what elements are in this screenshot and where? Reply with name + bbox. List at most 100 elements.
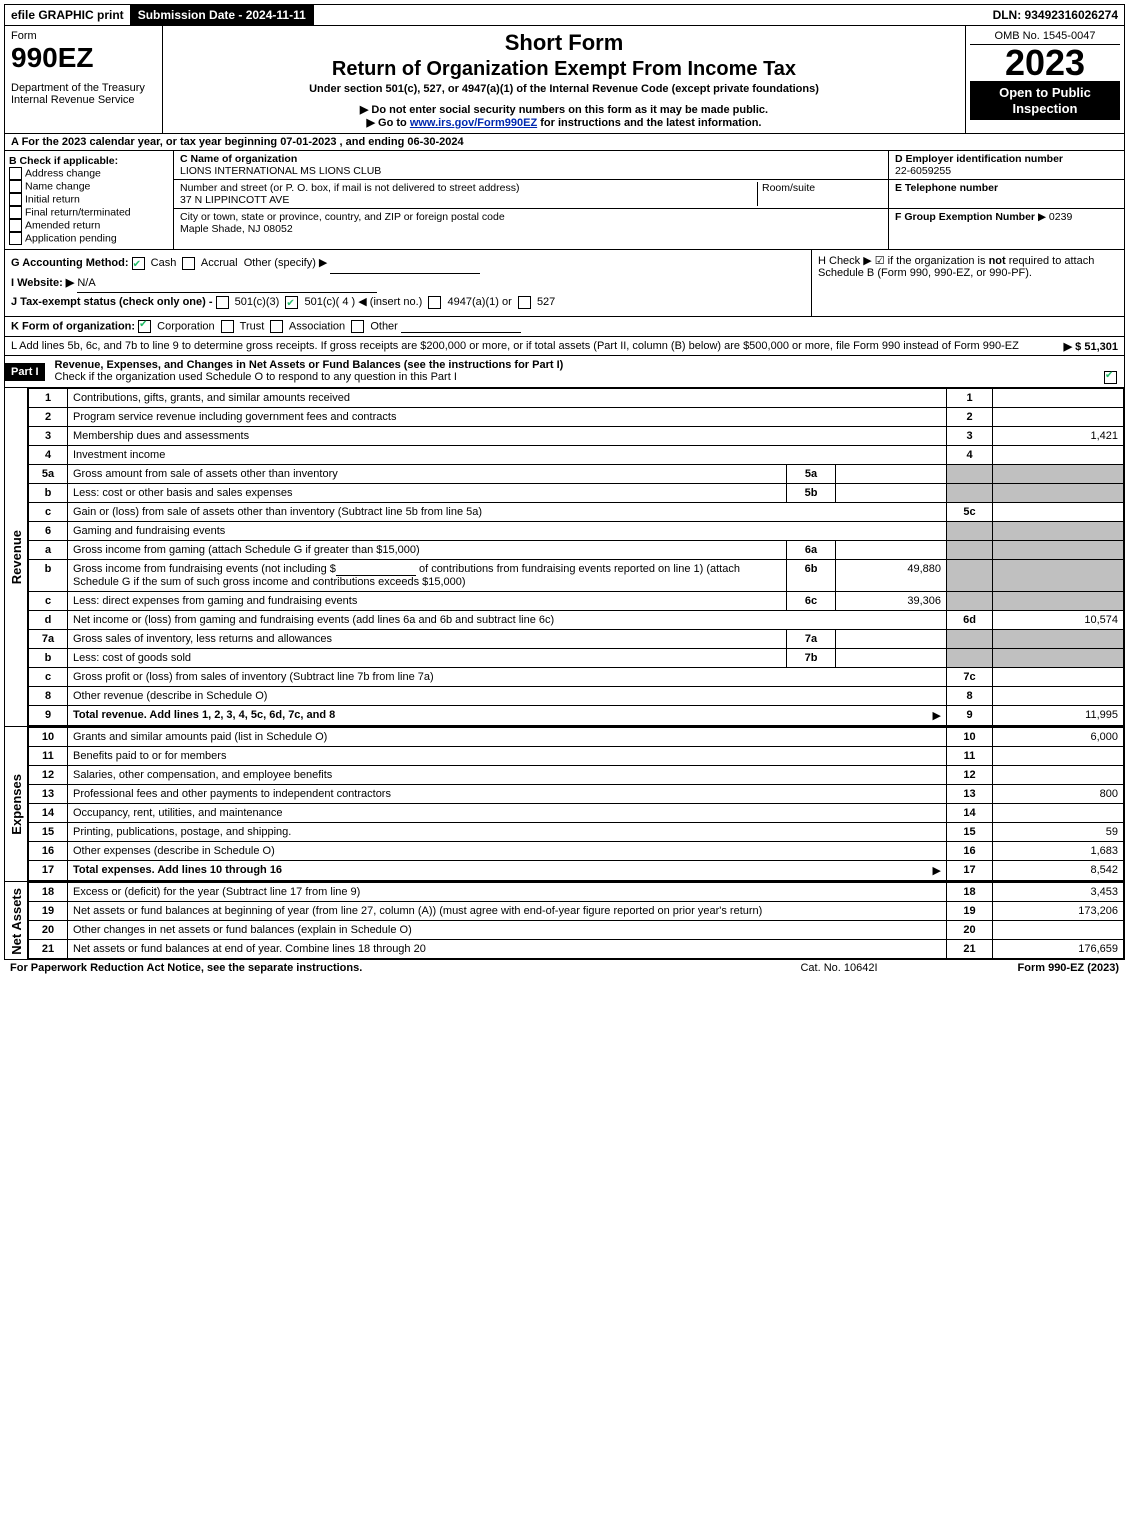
l7b-num: b <box>29 649 68 668</box>
l12-val <box>993 766 1124 785</box>
checkbox-amended-return[interactable] <box>9 219 22 232</box>
section-c: C Name of organization LIONS INTERNATION… <box>174 151 889 249</box>
l12-num: 12 <box>29 766 68 785</box>
l6-desc: Gaming and fundraising events <box>68 522 947 541</box>
checkbox-527[interactable] <box>518 296 531 309</box>
h-text: H Check ▶ ☑ if the organization is <box>818 255 989 267</box>
j-501c3: 501(c)(3) <box>235 296 280 308</box>
expenses-side-label-cell: Expenses <box>5 727 28 881</box>
checkbox-trust[interactable] <box>221 320 234 333</box>
l14-desc: Occupancy, rent, utilities, and maintena… <box>68 804 947 823</box>
tax-year: 2023 <box>970 45 1120 81</box>
l14-val <box>993 804 1124 823</box>
l5a-sv <box>836 465 947 484</box>
l16-desc: Other expenses (describe in Schedule O) <box>68 842 947 861</box>
l7b-grey <box>947 649 993 668</box>
checkbox-cash[interactable] <box>132 257 145 270</box>
l5b-desc: Less: cost or other basis and sales expe… <box>68 484 787 503</box>
dln-label: DLN: 93492316026274 <box>987 5 1124 25</box>
l13-rnum: 13 <box>947 785 993 804</box>
part1-check-text: Check if the organization used Schedule … <box>55 371 457 383</box>
l2-val <box>993 408 1124 427</box>
l-text: L Add lines 5b, 6c, and 7b to line 9 to … <box>11 340 1019 352</box>
section-l: L Add lines 5b, 6c, and 7b to line 9 to … <box>4 337 1125 356</box>
form-header: Form 990EZ Department of the Treasury In… <box>4 26 1125 134</box>
dept-line-2: Internal Revenue Service <box>11 94 156 106</box>
l6d-desc: Net income or (loss) from gaming and fun… <box>68 611 947 630</box>
l20-desc: Other changes in net assets or fund bala… <box>68 921 947 940</box>
checkbox-schedule-o[interactable] <box>1104 371 1117 384</box>
l5a-desc: Gross amount from sale of assets other t… <box>68 465 787 484</box>
netassets-side-label: Net Assets <box>7 886 26 957</box>
l13-desc: Professional fees and other payments to … <box>68 785 947 804</box>
l7b-desc: Less: cost of goods sold <box>68 649 787 668</box>
checkbox-application-pending[interactable] <box>9 232 22 245</box>
l21-rnum: 21 <box>947 940 993 959</box>
l17-desc-text: Total expenses. Add lines 10 through 16 <box>73 864 282 876</box>
l17-desc: Total expenses. Add lines 10 through 16 … <box>68 861 947 881</box>
l2-num: 2 <box>29 408 68 427</box>
efile-print-button[interactable]: efile GRAPHIC print <box>5 5 132 25</box>
expenses-section: Expenses 10Grants and similar amounts pa… <box>4 727 1125 882</box>
top-spacer <box>314 5 987 25</box>
l17-num: 17 <box>29 861 68 881</box>
l6b-desc: Gross income from fundraising events (no… <box>68 560 787 592</box>
l18-val: 3,453 <box>993 883 1124 902</box>
l13-val: 800 <box>993 785 1124 804</box>
checkbox-4947[interactable] <box>428 296 441 309</box>
l10-desc: Grants and similar amounts paid (list in… <box>68 728 947 747</box>
part1-heading: Revenue, Expenses, and Changes in Net As… <box>55 359 564 371</box>
form-number: 990EZ <box>11 42 156 74</box>
checkbox-initial-return[interactable] <box>9 193 22 206</box>
l2-desc: Program service revenue including govern… <box>68 408 947 427</box>
l6d-rnum: 6d <box>947 611 993 630</box>
l2-rnum: 2 <box>947 408 993 427</box>
bcdef-row: B Check if applicable: Address change Na… <box>4 151 1125 250</box>
l7a-num: 7a <box>29 630 68 649</box>
section-a: A For the 2023 calendar year, or tax yea… <box>4 134 1125 151</box>
l9-val: 11,995 <box>993 706 1124 726</box>
checkbox-501c3[interactable] <box>216 296 229 309</box>
checkbox-name-change[interactable] <box>9 180 22 193</box>
l16-rnum: 16 <box>947 842 993 861</box>
netassets-table: 18Excess or (deficit) for the year (Subt… <box>28 882 1124 959</box>
revenue-side-label-cell: Revenue <box>5 388 28 726</box>
g-other-blank[interactable] <box>330 254 480 274</box>
l19-num: 19 <box>29 902 68 921</box>
note-goto: ▶ Go to www.irs.gov/Form990EZ for instru… <box>169 116 959 129</box>
checkbox-501c[interactable] <box>285 296 298 309</box>
k-other-blank[interactable] <box>401 320 521 333</box>
checkbox-other-org[interactable] <box>351 320 364 333</box>
gh-row: G Accounting Method: Cash Accrual Other … <box>4 250 1125 317</box>
l12-desc: Salaries, other compensation, and employ… <box>68 766 947 785</box>
l5b-sv <box>836 484 947 503</box>
b-address-change: Address change <box>25 167 101 179</box>
l9-desc: Total revenue. Add lines 1, 2, 3, 4, 5c,… <box>68 706 947 726</box>
l7c-rnum: 7c <box>947 668 993 687</box>
checkbox-corp[interactable] <box>138 320 151 333</box>
l6a-desc: Gross income from gaming (attach Schedul… <box>68 541 787 560</box>
l10-num: 10 <box>29 728 68 747</box>
revenue-table: 1Contributions, gifts, grants, and simil… <box>28 388 1124 726</box>
revenue-section: Revenue 1Contributions, gifts, grants, a… <box>4 388 1125 727</box>
l9-desc-text: Total revenue. Add lines 1, 2, 3, 4, 5c,… <box>73 709 335 721</box>
title-short-form: Short Form <box>169 30 959 56</box>
checkbox-accrual[interactable] <box>182 257 195 270</box>
l6b-blank[interactable] <box>336 563 416 576</box>
checkbox-address-change[interactable] <box>9 167 22 180</box>
l8-desc: Other revenue (describe in Schedule O) <box>68 687 947 706</box>
l5b-sub: 5b <box>787 484 836 503</box>
checkbox-assoc[interactable] <box>270 320 283 333</box>
l5a-grey <box>947 465 993 484</box>
section-b-heading: B Check if applicable: <box>9 155 169 167</box>
l6-greyval <box>993 522 1124 541</box>
irs-link[interactable]: www.irs.gov/Form990EZ <box>410 117 537 129</box>
l5c-num: c <box>29 503 68 522</box>
i-website: N/A <box>77 274 377 294</box>
checkbox-final-return[interactable] <box>9 206 22 219</box>
l15-desc: Printing, publications, postage, and shi… <box>68 823 947 842</box>
l7a-greyval <box>993 630 1124 649</box>
l6b-d1: Gross income from fundraising events (no… <box>73 563 336 575</box>
l6b-sv: 49,880 <box>836 560 947 592</box>
open-inspection: Open to Public Inspection <box>970 81 1120 120</box>
